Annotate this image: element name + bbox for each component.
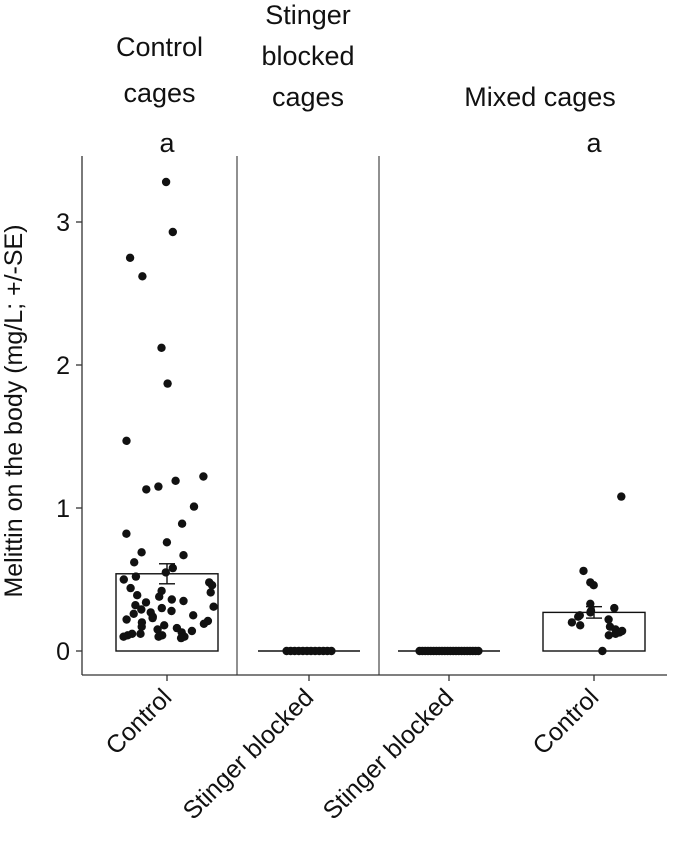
data-point [136,629,145,638]
facet-label-line: cages [272,82,344,112]
data-point [604,631,613,640]
facet-label-line: Control [116,32,203,62]
data-point [167,606,176,616]
error-bars [159,563,602,619]
data-point [130,558,139,567]
data-point [474,646,483,656]
data-point [574,612,583,621]
facet-label-line: Stinger [265,0,351,30]
data-point [168,227,177,237]
data-point [122,436,131,445]
data-point [589,581,598,590]
data-point [137,622,146,631]
data-point [206,588,215,597]
data-point [187,626,197,636]
data-point [155,592,164,601]
data-point [163,379,172,388]
data-point [137,548,146,557]
data-point [167,595,176,604]
data-point [133,591,142,600]
data-point [137,605,146,614]
data-point [141,598,151,607]
y-tick-label: 2 [56,352,70,380]
data-point [171,476,180,485]
data-points [119,177,627,656]
y-tick-label: 0 [56,638,70,666]
data-point [160,621,169,630]
data-point [209,602,218,611]
facet-labels: Control cages Stinger blocked cages Mixed cag… [116,0,616,112]
data-point [153,625,162,634]
data-point [125,253,135,262]
data-point [162,538,172,547]
data-point [207,581,217,590]
bar [542,611,646,652]
data-point [576,621,585,630]
data-point [168,563,177,573]
data-point [586,608,595,617]
data-point [179,596,188,606]
data-point [142,485,151,494]
facet-label-line: blocked [261,41,354,71]
data-point [567,618,577,627]
data-point [604,615,613,624]
y-ticks: 0 1 2 3 [56,209,82,666]
data-point [189,611,198,620]
x-tick-label: Control [100,683,177,760]
y-tick-label: 3 [56,209,70,237]
data-point [154,482,163,491]
data-point [199,472,208,481]
data-point [586,599,595,608]
data-point [119,575,128,584]
data-point [611,629,620,638]
data-point [157,603,166,613]
data-point [579,566,588,576]
data-point [617,492,626,501]
facet-label-line: Mixed cages [464,82,616,112]
data-point [122,615,131,624]
data-point [598,646,607,656]
y-tick-label: 1 [56,495,70,523]
data-point [161,177,171,187]
data-point [179,551,188,560]
data-point [129,609,138,618]
data-point [126,583,135,593]
data-point [327,646,336,656]
data-point [177,519,187,528]
data-point [161,568,170,577]
data-point [119,632,128,641]
significance-letter: a [586,128,602,158]
y-axis-title: Melittin on the body (mg/L; +/-SE) [0,224,28,597]
data-point [610,603,619,613]
facet-panels [236,156,380,675]
axes [81,156,667,676]
data-point [176,633,186,643]
data-point [148,613,157,623]
x-tick-label: Stinger blocked [178,683,320,825]
facet-label-line: cages [123,78,195,108]
x-tick-label: Control [527,683,604,760]
data-point [157,343,166,352]
x-tick-label: Stinger blocked [318,683,460,825]
data-point [189,502,199,511]
data-point [138,272,147,281]
data-point [154,632,163,641]
data-point [131,601,140,610]
data-point [199,619,209,628]
data-point [122,529,131,538]
data-point [131,572,141,581]
significance-letter: a [159,128,175,158]
